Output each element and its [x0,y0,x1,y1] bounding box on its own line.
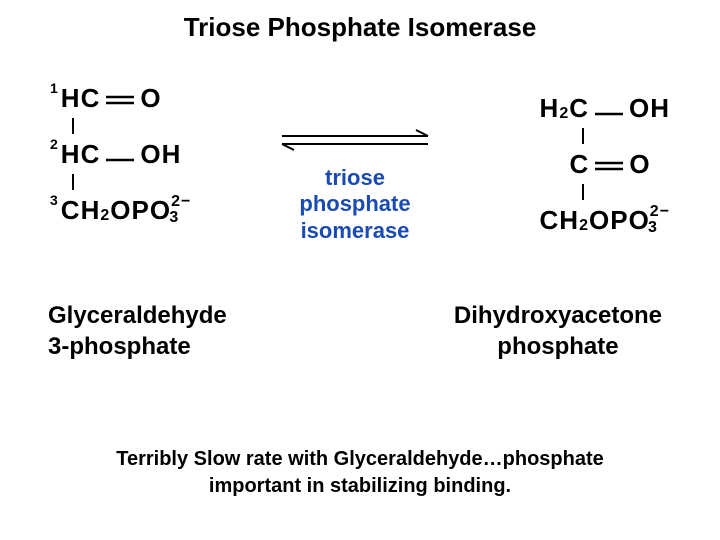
equilibrium-arrow: triose phosphate isomerase [260,126,450,244]
r-c1-line: H2C OH [540,88,670,128]
enzyme-label: triose phosphate isomerase [260,165,450,244]
r-c3-sub1: 2 [579,217,589,235]
r-c2-group: O [629,149,650,180]
left-compound-name: Glyceraldehyde 3-phosphate [48,300,227,362]
r-c1-group: OH [629,93,670,124]
left-compound-line2: 3-phosphate [48,331,227,362]
single-bond-icon [106,139,134,170]
reaction-diagram: 1 HC O 2 HC OH 3 CH2OPO2−3 [30,78,690,388]
footer-line1: Terribly Slow rate with Glyceraldehyde…p… [0,446,720,473]
c3-sub2: 3 [169,209,179,227]
left-compound-line1: Glyceraldehyde [48,300,227,331]
left-structure: 1 HC O 2 HC OH 3 CH2OPO2−3 [50,78,181,230]
page-title: Triose Phosphate Isomerase [0,0,720,43]
r-c1-sub: 2 [559,105,569,123]
c2-atoms: HC [61,139,101,170]
r-c1-atoms2: C [569,93,589,124]
c2-num: 2 [50,136,59,152]
bond-icon [72,174,74,190]
c3-atoms: CH [61,195,101,226]
c1-atoms: HC [61,83,101,114]
double-bond-icon [106,82,134,113]
r-c3-mid: OPO [589,205,650,236]
c1-line: 1 HC O [50,78,181,118]
r-c2-atoms: C [570,149,590,180]
c3-num: 3 [50,192,59,208]
c1-group: O [140,83,161,114]
bond-icon [582,128,584,144]
c2-group: OH [140,139,181,170]
r-c3-atoms: CH [540,205,580,236]
c1-num: 1 [50,80,59,96]
c3-sub1: 2 [100,207,110,225]
r-c3-line: CH2OPO2−3 [540,200,670,240]
right-structure: H2C OH C O CH2OPO2−3 [540,88,670,240]
right-compound-line1: Dihydroxyacetone [454,300,662,331]
enzyme-line1: triose [260,165,450,191]
right-compound-name: Dihydroxyacetone phosphate [454,300,662,362]
r-c2-line: C O [540,144,670,184]
enzyme-line2: phosphate [260,191,450,217]
c2-line: 2 HC OH [50,134,181,174]
title-text: Triose Phosphate Isomerase [184,12,537,42]
enzyme-line3: isomerase [260,218,450,244]
right-compound-line2: phosphate [454,331,662,362]
c3-line: 3 CH2OPO2−3 [50,190,181,230]
equilibrium-arrow-icon [270,126,440,154]
bond-icon [72,118,74,134]
footer-text: Terribly Slow rate with Glyceraldehyde…p… [0,446,720,500]
r-c1-atoms: H [540,93,560,124]
single-bond-icon [595,93,623,124]
bond-icon [582,184,584,200]
r-c3-sub2: 3 [648,219,658,237]
double-bond-icon [595,148,623,179]
c3-mid: OPO [110,195,171,226]
footer-line2: important in stabilizing binding. [0,473,720,500]
